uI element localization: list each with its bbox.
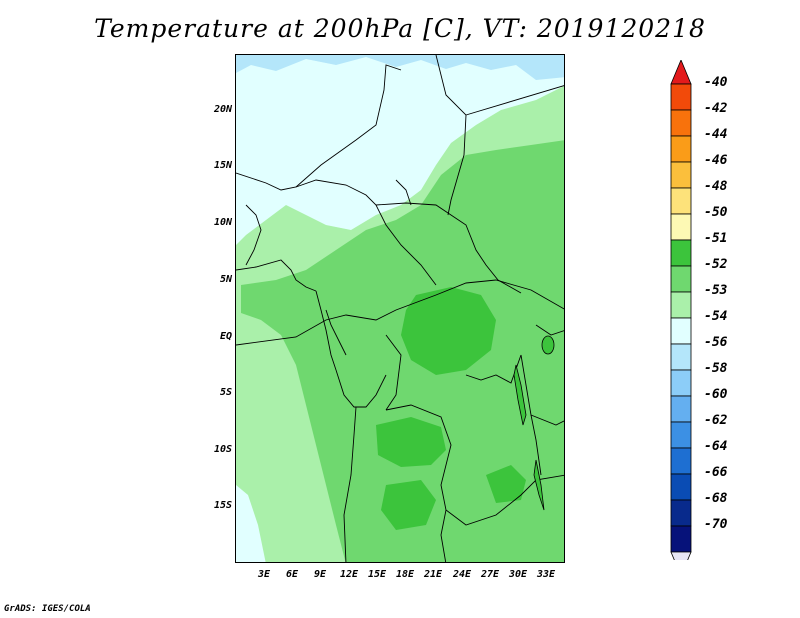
colorbar-tick-label: -60 [704,387,728,402]
colorbar-box [670,369,692,397]
colorbar-box [670,291,692,319]
colorbar-box [670,525,692,553]
colorbar-tick-label: -40 [704,75,728,90]
colorbar-tick-label: -53 [704,283,728,298]
colorbar-tick-label: -66 [704,465,728,480]
colorbar-tick-label: -68 [704,491,728,506]
lat-label: 10S [213,444,232,455]
colorbar-top-arrow [670,60,692,85]
field-pale-cyan-sw [236,485,266,562]
lat-label: EQ [219,331,232,342]
colorbar-tick-label: -50 [704,205,728,220]
lat-label: 20N [213,104,232,115]
field-pale-cyan-north [236,55,564,245]
colorbar-tick-label: -51 [704,231,728,246]
lon-label: 21E [423,569,443,580]
colorbar-box [670,265,692,293]
lon-label: 18E [395,569,415,580]
colorbar-box [670,473,692,501]
colorbar [670,60,692,560]
colorbar-box [670,499,692,527]
colorbar-box [670,109,692,137]
lat-label: 15N [213,160,232,171]
colorbar-box [670,135,692,163]
colorbar-box [670,239,692,267]
field-dark-green-3 [381,480,436,530]
lakes [513,335,555,511]
lon-label: 6E [285,569,299,580]
colorbar-tick-label: -54 [704,309,728,324]
colorbar-box [670,187,692,215]
lon-label: 12E [339,569,359,580]
lon-label: 27E [480,569,500,580]
colorbar-tick-label: -64 [704,439,728,454]
colorbar-box [670,83,692,111]
lon-label: 33E [536,569,556,580]
lon-label: 3E [257,569,271,580]
colorbar-box [670,395,692,423]
temperature-field [236,55,564,562]
lon-label: 30E [508,569,528,580]
colorbar-tick-label: -46 [704,153,728,168]
lat-label: 5N [219,274,232,285]
colorbar-box [670,317,692,345]
colorbar-tick-label: -44 [704,127,728,142]
colorbar-tick-label: -48 [704,179,728,194]
lon-label: 9E [313,569,327,580]
field-light-blue-north [236,55,564,80]
lat-label: 5S [219,387,232,398]
colorbar-box [670,447,692,475]
colorbar-box [670,421,692,449]
colorbar-bottom-arrow [670,551,692,560]
lon-label: 15E [367,569,387,580]
field-dark-green-2 [376,417,446,467]
colorbar-box [670,343,692,371]
colorbar-box [670,161,692,189]
colorbar-tick-label: -62 [704,413,728,428]
chart-title: Temperature at 200hPa [C], VT: 201912021… [94,14,706,43]
colorbar-tick-label: -42 [704,101,728,116]
colorbar-box [670,213,692,241]
colorbar-tick-label: -56 [704,335,728,350]
colorbar-tick-label: -70 [704,517,728,532]
map-panel [235,54,565,563]
field-dark-green-1 [401,287,496,375]
colorbar-tick-label: -52 [704,257,728,272]
field-mid-green [241,140,564,562]
field-dark-green-4 [486,465,526,503]
lat-label: 15S [213,500,232,511]
lat-label: 10N [213,217,232,228]
colorbar-tick-label: -58 [704,361,728,376]
country-borders [236,55,564,562]
lon-label: 24E [452,569,472,580]
footer-credit: GrADS: IGES/COLA [4,604,91,614]
